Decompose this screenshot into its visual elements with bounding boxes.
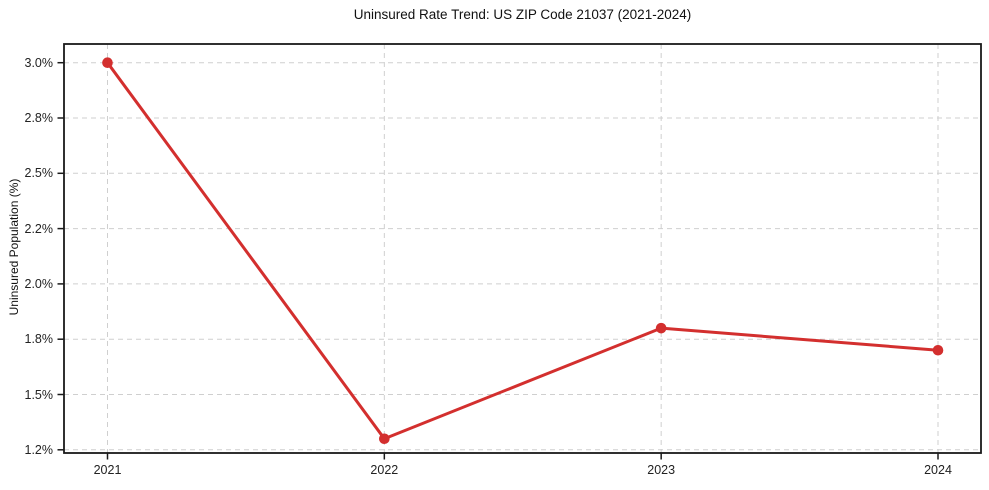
data-point xyxy=(655,322,667,334)
y-tick-label: 1.2% xyxy=(24,442,54,457)
chart-title: Uninsured Rate Trend: US ZIP Code 21037 … xyxy=(353,7,692,22)
x-tick-label: 2023 xyxy=(647,463,676,477)
data-point xyxy=(932,344,944,356)
plot-spine xyxy=(63,43,982,454)
y-tick-label: 1.5% xyxy=(24,387,54,402)
y-tick-label: 2.2% xyxy=(24,221,54,236)
data-point xyxy=(102,57,113,68)
y-tick-label: 2.5% xyxy=(24,166,54,181)
data-point xyxy=(379,433,390,445)
y-tick-label: 1.8% xyxy=(24,332,54,347)
trend-line xyxy=(106,61,940,441)
y-tick-label: 2.0% xyxy=(24,276,54,291)
x-tick-label: 2022 xyxy=(370,463,399,477)
y-tick-label: 2.8% xyxy=(24,111,54,125)
y-tick-label: 3.0% xyxy=(24,55,54,70)
x-tick-label: 2021 xyxy=(93,463,122,477)
x-tick-label: 2024 xyxy=(924,463,952,477)
